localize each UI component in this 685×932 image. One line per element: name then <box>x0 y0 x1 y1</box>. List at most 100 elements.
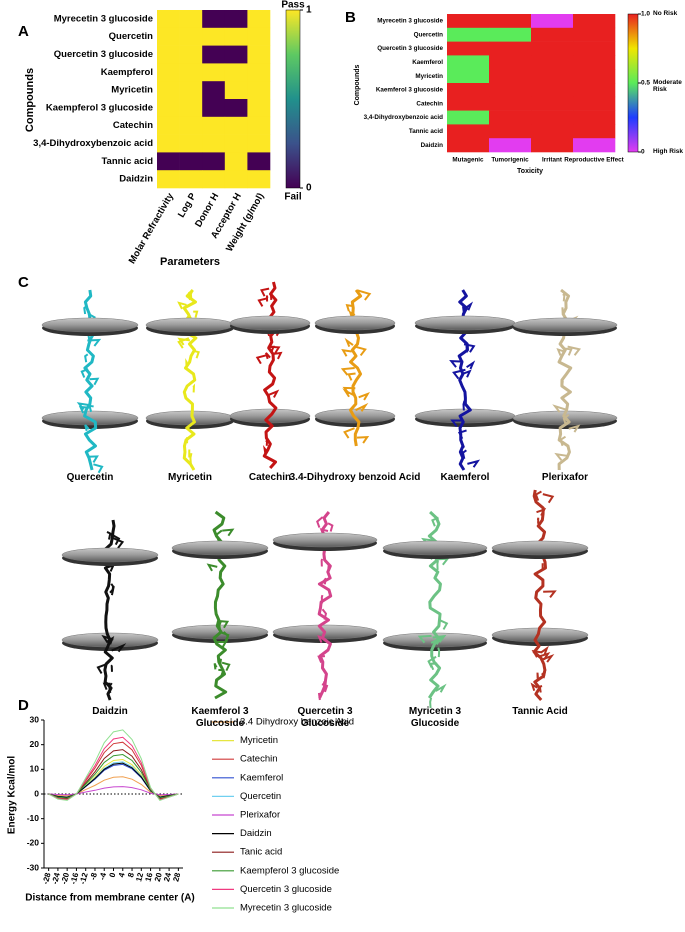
panel-label: B <box>345 9 356 26</box>
molecule-ring <box>353 345 367 357</box>
series-line <box>48 736 179 801</box>
molecule-ring <box>543 590 557 599</box>
y-axis-title: Compounds <box>354 64 361 105</box>
scale-label: High Risk <box>653 148 683 155</box>
molecule-ring <box>257 297 268 307</box>
heatmap-cell <box>202 116 226 135</box>
row-label: Quercetin 3 glucoside <box>377 45 443 52</box>
heatmap-cell <box>531 124 574 139</box>
column-label: Log P <box>176 191 199 220</box>
heatmap-cell <box>573 138 616 153</box>
molecule-ring <box>218 668 225 677</box>
heatmap-cell <box>447 41 490 56</box>
membrane <box>414 408 516 424</box>
heatmap-cell <box>573 41 616 56</box>
heatmap-cell <box>573 124 616 139</box>
colorbar-tick-label: 1.0 <box>641 11 650 18</box>
molecule-ring <box>218 658 222 666</box>
row-label: Tannic acid <box>101 156 153 167</box>
x-axis-title: Parameters <box>160 256 220 268</box>
heatmap-cell <box>179 99 203 118</box>
molecule-ring <box>110 664 114 672</box>
row-label: Kaempferol 3 glucoside <box>46 102 153 113</box>
heatmap-cell <box>573 96 616 111</box>
heatmap-cell <box>247 170 271 189</box>
x-tick-label: -16 <box>69 871 81 885</box>
heatmap-cell <box>202 63 226 82</box>
molecule-ring <box>536 507 547 517</box>
molecule-ring <box>101 634 114 644</box>
molecule-ring <box>457 429 467 440</box>
heatmap-cell <box>179 152 203 171</box>
molecule-ring <box>192 383 196 393</box>
colorbar-tick-label: 0 <box>641 149 645 156</box>
molecule-label: Daidzin <box>92 706 128 717</box>
x-tick-label: 24 <box>162 871 173 882</box>
heatmap-cell <box>489 96 532 111</box>
legend-label: Tanic acid <box>240 847 282 858</box>
heatmap-cell <box>202 81 226 100</box>
heatmap-cell <box>157 10 180 29</box>
heatmap-cell <box>202 134 226 153</box>
membrane <box>314 315 396 331</box>
molecule-ring <box>321 608 328 620</box>
molecule-ring <box>106 636 115 645</box>
molecule-ring <box>189 452 193 464</box>
colorbar-tick-label: 1 <box>306 5 312 16</box>
molecule-ring <box>568 424 581 433</box>
heatmap-cell <box>179 170 203 189</box>
row-label: Catechin <box>416 100 443 107</box>
molecule-ring <box>340 366 355 376</box>
molecule-ring <box>345 304 352 312</box>
row-label: 3,4-Dihydroxybenzoic acid <box>364 114 444 121</box>
legend-label: Myricetin <box>240 735 278 746</box>
molecule-ring <box>221 661 231 672</box>
row-label: Tannic acid <box>409 128 443 135</box>
molecule-ring <box>177 337 190 349</box>
molecule-ring <box>267 345 275 354</box>
heatmap-cell <box>489 14 532 29</box>
molecule-ring <box>560 378 564 388</box>
x-tick-label: 8 <box>126 871 136 878</box>
heatmap-cell <box>224 116 248 135</box>
membrane <box>61 547 159 563</box>
molecule-ring <box>541 669 547 679</box>
y-tick-label: 0 <box>34 788 39 798</box>
scale-label: No Risk <box>653 10 678 17</box>
x-axis-title: Toxicity <box>517 168 543 175</box>
molecule-ring <box>217 640 228 649</box>
y-tick-label: 20 <box>30 739 40 749</box>
heatmap-cell <box>157 27 180 46</box>
heatmap-cell <box>573 110 616 125</box>
x-tick-label: 20 <box>153 871 164 882</box>
molecule-ring <box>534 490 542 501</box>
row-label: Kaemferol 3 glucoside <box>376 87 444 94</box>
molecule-ring <box>221 631 230 642</box>
x-tick-label: -8 <box>88 871 99 881</box>
molecule-ring <box>435 683 447 693</box>
molecule-ring <box>552 404 567 413</box>
x-tick-label: 16 <box>144 871 155 882</box>
series-line <box>48 749 179 799</box>
x-tick-label: -24 <box>50 871 62 885</box>
molecule-ring <box>96 663 108 674</box>
molecule-ring <box>87 338 102 347</box>
molecule-ring <box>467 459 481 468</box>
scale-label: Pass <box>281 0 305 11</box>
heatmap-cell <box>202 170 226 189</box>
molecule-ring <box>322 681 326 688</box>
membrane <box>145 410 235 426</box>
molecule-ring <box>530 682 538 691</box>
heatmap-cell <box>489 110 532 125</box>
membrane <box>272 532 378 548</box>
molecule-ring <box>320 558 324 567</box>
legend-label: Daidzin <box>240 828 272 839</box>
x-tick-label: 4 <box>117 871 127 878</box>
column-label: Molar Refractivity <box>127 191 177 266</box>
y-tick-label: -20 <box>27 838 40 848</box>
scale-label: Fail <box>284 192 301 203</box>
molecule-ring <box>218 620 223 632</box>
molecule-ring <box>316 516 324 528</box>
molecule-ring <box>567 345 582 356</box>
molecule-ring <box>462 369 472 378</box>
